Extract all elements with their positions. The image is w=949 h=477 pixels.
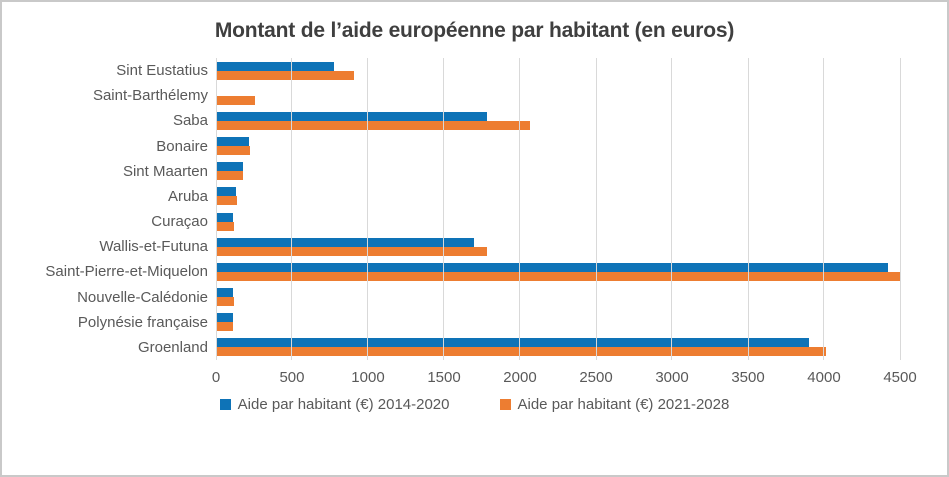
gridline-0 — [215, 58, 217, 360]
bar-series-1 — [216, 338, 809, 348]
bar-row — [216, 184, 900, 209]
bar-series-1 — [216, 187, 236, 197]
bar-row — [216, 108, 900, 133]
bar-series-2 — [216, 120, 530, 130]
bar-series-2 — [216, 297, 235, 307]
legend-label-2014-2020: Aide par habitant (€) 2014-2020 — [237, 396, 450, 413]
x-tick-label: 500 — [279, 369, 305, 386]
category-label: Nouvelle-Calédonie — [77, 288, 208, 306]
gridline-2000 — [519, 58, 521, 360]
gridline-4000 — [823, 58, 825, 360]
category-labels: Sint Eustatius Saint-Barthélemy Saba Bonair… — [2, 58, 216, 360]
bar-series-1 — [216, 111, 488, 121]
bar-series-1 — [216, 162, 244, 172]
x-tick-label: 2500 — [579, 369, 613, 386]
legend-item-2021-2028: Aide par habitant (€) 2021-2028 — [499, 396, 730, 413]
bar-row — [216, 259, 900, 284]
chart-title: Montant de l’aide européenne par habitan… — [214, 19, 735, 42]
bar-row — [216, 335, 900, 360]
gridline-3500 — [747, 58, 749, 360]
bar-row — [216, 134, 900, 159]
bar-row — [216, 209, 900, 234]
category-label: Saint-Barthélemy — [92, 87, 208, 105]
x-tick-label: 4500 — [883, 369, 917, 386]
bar-series-2 — [216, 95, 255, 105]
gridline-500 — [291, 58, 293, 360]
bar-rows — [216, 58, 900, 360]
legend: Aide par habitant (€) 2014-2020 Aide par… — [2, 396, 947, 413]
bar-series-2 — [216, 347, 827, 357]
bar-series-2 — [216, 271, 900, 281]
category-label: Polynésie française — [77, 313, 208, 331]
gridline-4500 — [899, 58, 901, 360]
bar-series-2 — [216, 146, 251, 156]
legend-swatch-2021-2028 — [499, 399, 511, 410]
x-tick-label: 1500 — [427, 369, 461, 386]
bar-row — [216, 58, 900, 83]
bar-series-1 — [216, 61, 334, 71]
x-tick-label: 3500 — [731, 369, 765, 386]
bar-series-1 — [216, 212, 233, 222]
category-label: Curaçao — [151, 213, 208, 231]
legend-label-2021-2028: Aide par habitant (€) 2021-2028 — [517, 396, 730, 413]
x-tick-label: 2000 — [503, 369, 537, 386]
category-label: Saint-Pierre-et-Miquelon — [45, 263, 208, 281]
legend-item-2014-2020: Aide par habitant (€) 2014-2020 — [219, 396, 450, 413]
category-label: Sint Eustatius — [116, 62, 208, 80]
chart-body: Sint Eustatius Saint-Barthélemy Saba Bonair… — [2, 58, 947, 360]
x-tick-label: 4000 — [807, 369, 841, 386]
bar-series-2 — [216, 171, 244, 181]
x-axis: 0 500 1000 1500 2000 2500 3000 3500 4000 4500 — [212, 360, 917, 388]
bar-row — [216, 159, 900, 184]
bar-series-2 — [216, 196, 237, 206]
bar-series-1 — [216, 237, 475, 247]
bar-series-2 — [216, 70, 355, 80]
gridline-1000 — [367, 58, 369, 360]
bar-row — [216, 234, 900, 259]
x-tick-label: 1000 — [351, 369, 385, 386]
category-label: Groenland — [137, 338, 208, 356]
bar-series-2 — [216, 221, 235, 231]
bar-series-1 — [216, 288, 233, 298]
legend-swatch-2014-2020 — [219, 399, 231, 410]
bar-series-1 — [216, 313, 233, 323]
bar-series-2 — [216, 322, 234, 332]
bar-series-1 — [216, 262, 888, 272]
gridline-2500 — [595, 58, 597, 360]
bar-row — [216, 285, 900, 310]
gridline-3000 — [671, 58, 673, 360]
bar-series-2 — [216, 246, 488, 256]
gridline-1500 — [443, 58, 445, 360]
bar-row — [216, 310, 900, 335]
bar-row — [216, 83, 900, 108]
category-label: Bonaire — [156, 137, 208, 155]
bar-series-1 — [216, 137, 250, 147]
category-label: Aruba — [167, 187, 208, 205]
plot-area — [215, 58, 901, 360]
category-label: Sint Maarten — [122, 162, 208, 180]
category-label: Wallis-et-Futuna — [99, 238, 208, 256]
x-tick-label: 0 — [211, 369, 221, 386]
category-label: Saba — [172, 112, 208, 130]
x-tick-label: 3000 — [655, 369, 689, 386]
